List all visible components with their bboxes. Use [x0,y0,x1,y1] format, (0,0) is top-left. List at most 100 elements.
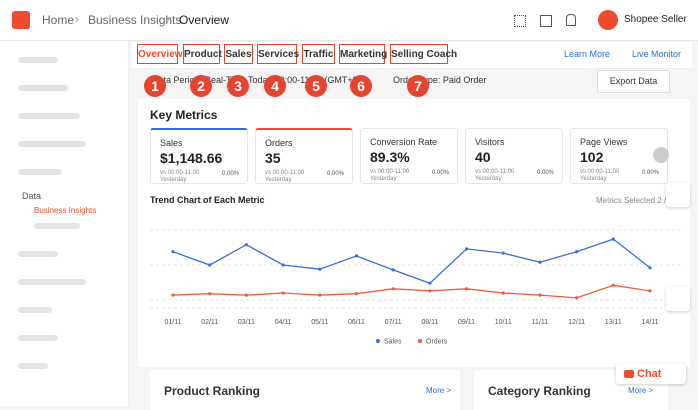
data-point [171,293,175,297]
data-point [538,260,542,264]
metric-value: 89.3% [370,149,410,165]
metric-name: Sales [160,138,183,148]
metric-change: 0.00% [431,170,449,176]
data-point [208,263,212,267]
tab[interactable]: Product [183,44,222,64]
data-point [281,263,285,267]
chart-title: Trend Chart of Each Metric [150,195,265,205]
learn-more[interactable]: Learn More [564,49,611,59]
sep: › [166,12,170,26]
menu-section[interactable]: Data [22,191,42,201]
x-tick-label: 08/11 [421,319,438,326]
x-tick-label: 13/11 [605,319,622,326]
x-tick-label: 14/11 [642,319,659,326]
x-tick-label: 11/11 [532,319,549,326]
data-point [244,243,248,247]
more-link[interactable]: More > [426,386,452,395]
x-tick-label: 02/11 [201,319,218,326]
chat-label: Chat [637,368,662,380]
tab[interactable]: Sales [224,44,253,64]
metric-value: 35 [265,150,281,166]
metric-compare: vs 00:00-11:00 Yesterday [580,169,620,182]
data-point [281,291,285,295]
x-tick-label: 04/11 [275,319,292,326]
chat-icon [624,370,634,378]
legend-label: Orders [426,339,448,346]
x-tick-label: 07/11 [385,319,402,326]
data-point [171,250,175,254]
metric-card: Conversion Rate 89.3% vs 00:00-11:00 Yeste… [360,128,458,184]
metric-change: 0.00% [221,171,239,177]
data-point [428,289,432,293]
tab[interactable]: Marketing [339,44,387,64]
data-point [391,287,395,291]
next-arrow[interactable] [653,147,669,163]
data-point [354,254,359,258]
data-point [648,289,652,293]
metric-compare: vs 00:00-11:00 Yesterday [370,169,410,182]
data-point [501,291,505,295]
order-type[interactable]: Order Type: Paid Order [393,75,487,85]
top-bar: Home › Business Insights › Overview Shop… [0,0,698,41]
annotation-badge: 7 [407,75,429,97]
metric-name: Page Views [580,137,628,147]
metric-value: $1,148.66 [160,150,223,166]
data-point [501,251,505,255]
metric-card: Sales $1,148.66 vs 00:00-11:00 Yesterday 0.… [150,128,248,184]
logo[interactable] [12,11,30,29]
user-name[interactable]: Shopee Seller [624,14,687,25]
menu-item[interactable]: Business Insights [34,206,97,215]
data-point [464,247,469,251]
annotation-badge: 3 [227,75,249,97]
metric-change: 0.00% [536,170,554,176]
metric-compare: vs 00:00-11:00 Yesterday [160,170,200,183]
float-icon[interactable] [666,287,690,311]
crumb[interactable]: Home [42,13,75,27]
tab-bar: Learn More Live Monitor Overview Product S… [132,42,692,69]
data-point [575,250,579,254]
metric-compare: vs 00:00-11:00 Yesterday [475,169,515,182]
metric-change: 0.00% [641,170,659,176]
metric-change: 0.00% [326,171,344,177]
metric-value: 102 [580,149,604,165]
export-button[interactable]: Export Data [597,70,670,93]
x-tick-label: 09/11 [458,319,475,326]
tab[interactable]: Traffic [302,44,335,64]
float-icon[interactable] [666,183,690,207]
legend-swatch [418,339,422,343]
data-point [611,237,615,241]
more-link[interactable]: More > [628,386,654,395]
data-point [575,296,579,300]
data-point [244,293,248,297]
chat-button[interactable]: Chat [616,364,686,384]
crumb: Overview [179,13,230,27]
metric-card: Orders 35 vs 00:00-11:00 Yesterday 0.00% [255,128,353,184]
tab[interactable]: Selling Coach [390,44,457,64]
data-point [354,292,359,296]
series-line [172,284,651,299]
product-ranking: Product Ranking More > [150,370,460,410]
tab[interactable]: Overview [137,44,182,64]
card-title: Category Ranking [488,384,591,398]
sep: › [75,12,79,26]
data-period[interactable]: Data Period: Real-Time Today 00:00-11:00… [152,75,361,85]
avatar[interactable] [598,10,618,30]
x-tick-label: 01/11 [165,319,182,326]
annotation-badge: 5 [305,75,327,97]
card-title: Product Ranking [164,384,261,398]
data-point [538,293,542,297]
tab[interactable]: Services [257,44,299,64]
legend-swatch [376,339,380,343]
crumb[interactable]: Business Insights [88,13,182,27]
trend-chart: 01/11 02/11 03/11 04/11 05/11 06/11 07/11 08/11… [150,229,683,346]
metrics-selected[interactable]: Metrics Selected 2 / [596,196,667,205]
x-tick-label: 05/11 [311,319,328,326]
live-monitor[interactable]: Live Monitor [632,49,682,59]
apps-icon[interactable] [514,15,526,27]
bell-icon[interactable] [566,14,576,26]
data-point [318,293,322,297]
metric-compare: vs 00:00-11:00 Yesterday [265,170,305,183]
book-icon[interactable] [540,15,552,27]
x-tick-label: 10/11 [495,319,512,326]
data-point [464,287,469,291]
